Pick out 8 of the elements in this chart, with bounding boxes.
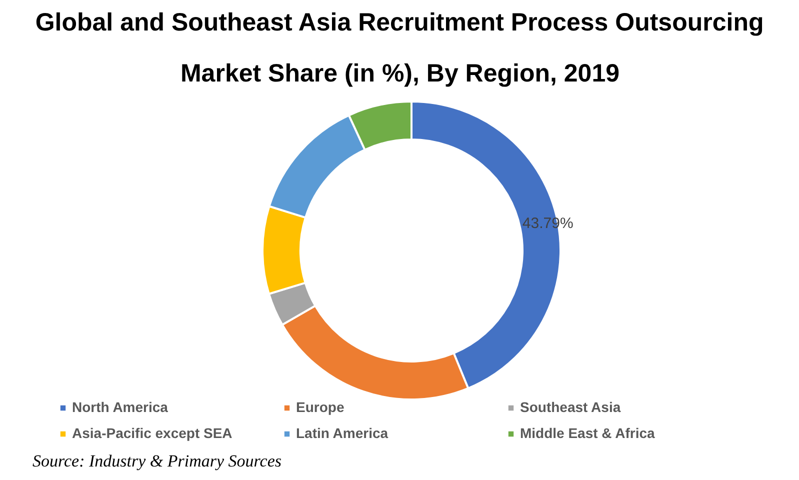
legend-label: Southeast Asia [520,399,622,415]
legend-label: Europe [296,399,346,415]
legend-label: Asia-Pacific except SEA [72,425,234,441]
legend-label: Latin America [296,425,390,441]
source-note: Source: Industry & Primary Sources [32,452,282,470]
legend-label: North America [72,399,169,415]
legend-label: Middle East & Africa [520,425,656,441]
chart-title: Global and Southeast Asia Recruitment Process Outsourcing Market Share (in %), By Region, 2019 [35,8,764,88]
